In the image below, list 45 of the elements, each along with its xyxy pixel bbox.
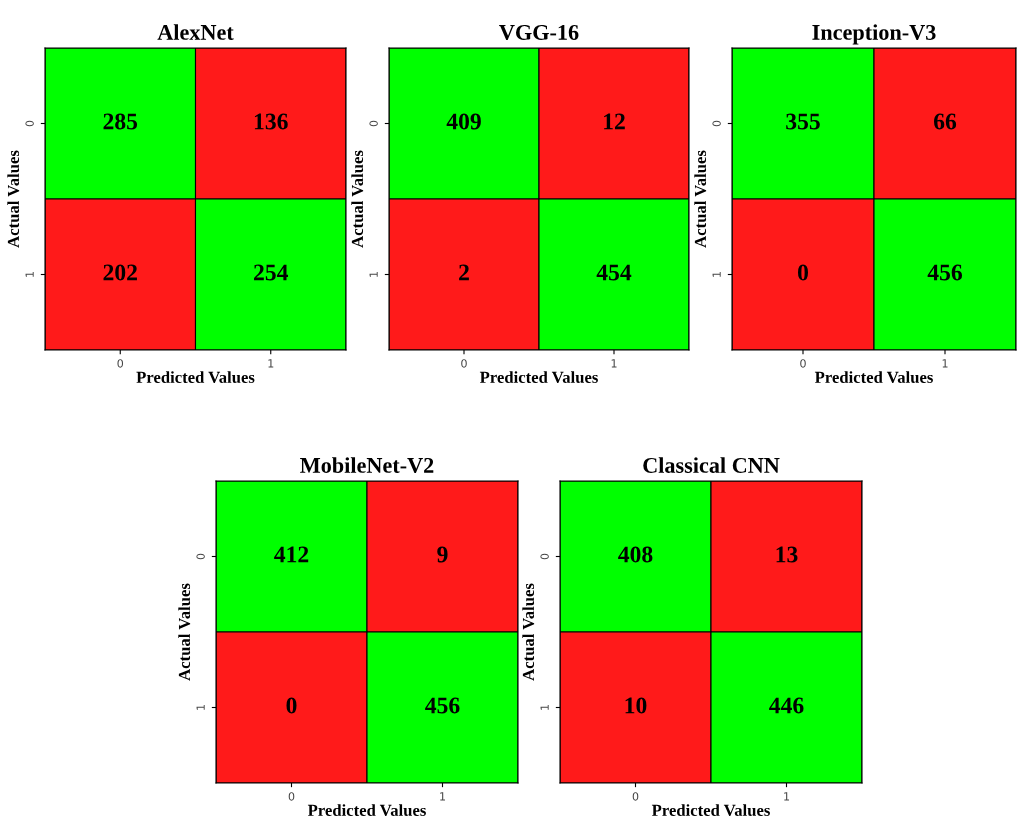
x-tick-label: 0 [632,792,639,801]
data-label: 412 [274,546,309,563]
chart-title: MobileNet-V2 [300,457,434,473]
x-tick-label: 0 [461,359,467,368]
data-label: 66 [934,113,957,130]
chart-title: Classical CNN [643,457,780,473]
data-label: 202 [103,264,137,281]
chart-title: VGG-16 [499,24,579,40]
data-label: 409 [446,113,481,130]
data-label: 456 [927,264,963,281]
data-label: 408 [618,546,653,563]
y-axis-title: Actual Values [7,150,20,248]
data-label: 12 [604,113,625,130]
y-axis-title: Actual Values [694,150,707,248]
x-tick-label: 1 [611,359,617,368]
chart-title: Inception-V3 [812,24,936,45]
y-axis-title: Actual Values [522,583,535,681]
x-tick-label: 0 [117,359,124,368]
x-axis-title: Predicted Values [307,804,426,816]
data-label: 9 [437,546,448,563]
data-label: 285 [103,113,138,130]
x-tick-label: 1 [784,792,790,801]
data-label: 0 [798,264,808,281]
data-label: 454 [596,264,632,281]
chart-title: AlexNet [157,24,234,40]
x-axis-title: Predicted Values [136,371,255,383]
data-label: 446 [769,697,804,714]
data-label: 456 [425,697,460,714]
data-label: 136 [254,113,288,130]
x-axis-title: Predicted Values [479,371,598,383]
data-label: 0 [286,697,297,714]
data-label: 10 [625,697,647,714]
x-axis-title: Predicted Values [651,804,770,816]
x-tick-label: 1 [268,359,274,368]
data-label: 355 [786,113,820,130]
data-label: 2 [459,264,469,281]
data-label: 13 [776,546,798,563]
data-label: 254 [254,264,289,281]
x-tick-label: 0 [800,359,806,368]
x-tick-label: 1 [440,792,446,801]
y-axis-title: Actual Values [351,150,364,248]
x-tick-label: 0 [288,792,295,801]
x-tick-label: 1 [942,359,948,368]
y-axis-title: Actual Values [178,583,191,681]
x-axis-title: Predicted Values [814,371,933,383]
